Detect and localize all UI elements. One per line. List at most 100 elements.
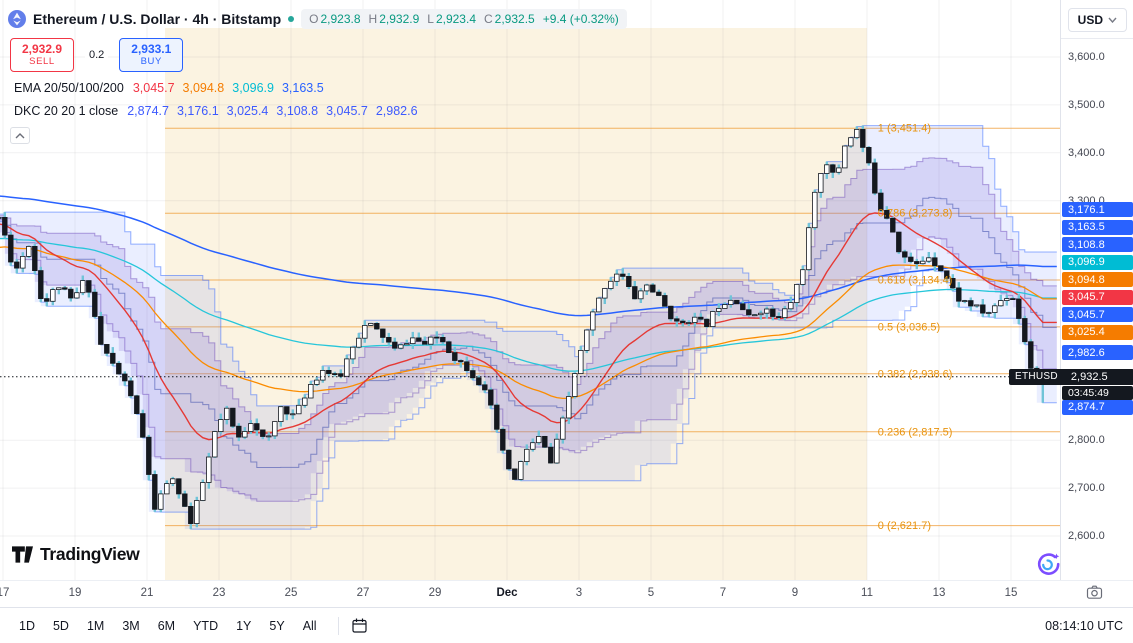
price-label-chip: 3,094.8 — [1062, 272, 1133, 288]
indicator-value: 3,045.7 — [326, 103, 368, 118]
symbol-legend: Ethereum / U.S. Dollar · 4h · Bitstamp O… — [8, 8, 627, 30]
ohlc-c-value: 2,932.5 — [494, 12, 535, 26]
ohlc-h-value: 2,932.9 — [379, 12, 420, 26]
ohlc-h-label: H — [368, 12, 378, 26]
spread-value: 0.2 — [85, 48, 109, 62]
svg-text:0.618 (3,134.4): 0.618 (3,134.4) — [878, 275, 953, 287]
price-label-chip: 3,025.4 — [1062, 324, 1133, 340]
ohlc-o-value: 2,923.8 — [320, 12, 361, 26]
time-tick: Dec — [496, 587, 518, 599]
time-tick: 19 — [68, 587, 82, 599]
indicator-legend-ema[interactable]: EMA 20/50/100/200 3,045.7 3,094.8 3,096.9 3… — [14, 79, 324, 96]
time-tick: 15 — [1004, 587, 1018, 599]
indicator-value: 3,025.4 — [226, 103, 269, 118]
tradingview-mark-icon — [12, 546, 33, 563]
last-price-symbol: ETHUSD — [1015, 371, 1058, 383]
indicator-value: 3,096.9 — [232, 80, 274, 95]
price-axis[interactable]: 3,600.0 3,500.0 3,400.0 3,300.0 2,800.0 2,700… — [1009, 0, 1133, 580]
indicator-values: 2,874.7 3,176.1 3,025.4 3,108.8 3,045.7 2,982… — [127, 104, 417, 118]
currency-selector[interactable]: USD — [1067, 8, 1127, 32]
indicator-value: 3,108.8 — [276, 103, 319, 118]
sell-price: 2,932.9 — [21, 42, 63, 56]
ohlc-change: +9.4 (+0.32%) — [542, 12, 619, 26]
price-label-chip: 2,982.6 — [1062, 345, 1133, 361]
time-axis[interactable]: 17 19 21 23 25 27 29 Dec 3 5 7 9 11 13 15 — [0, 580, 1133, 607]
price-label-chip: 3,108.8 — [1062, 237, 1133, 253]
sell-label: SELL — [29, 56, 55, 67]
indicator-name: DKC 20 20 1 close — [14, 103, 119, 118]
svg-text:0.382 (2,938.6): 0.382 (2,938.6) — [878, 368, 953, 380]
camera-icon[interactable] — [1086, 585, 1103, 605]
time-tick: 17 — [0, 587, 10, 599]
time-tick: 9 — [791, 587, 799, 599]
range-3m[interactable]: 3M — [113, 614, 148, 638]
last-price-value: 2,932.5 — [1070, 370, 1108, 383]
bottom-toolbar: 1D 5D 1M 3M 6M YTD 1Y 5Y All 08:14:10 UTC — [0, 607, 1133, 643]
time-tick: 23 — [212, 587, 226, 599]
session-clock[interactable]: 08:14:10 UTC — [1045, 618, 1123, 633]
ohlc-l-value: 2,923.4 — [435, 12, 476, 26]
time-tick: 29 — [428, 587, 442, 599]
buy-label: BUY — [140, 56, 162, 67]
range-5y[interactable]: 5Y — [260, 614, 293, 638]
ohlc-c-label: C — [484, 12, 493, 26]
price-tick: 2,800.0 — [1068, 434, 1105, 447]
market-open-dot — [288, 16, 295, 22]
indicator-value: 2,982.6 — [375, 103, 418, 118]
indicator-value: 2,874.7 — [127, 103, 169, 118]
price-label-chip: 3,045.7 — [1062, 307, 1133, 323]
buy-button[interactable]: 2,933.1 BUY — [119, 38, 184, 72]
bar-close-countdown: 03:45:49 — [1062, 385, 1133, 400]
range-ytd[interactable]: YTD — [184, 614, 227, 638]
range-buttons: 1D 5D 1M 3M 6M YTD 1Y 5Y All — [10, 614, 368, 638]
range-6m[interactable]: 6M — [149, 614, 184, 638]
price-label-chip: 3,176.1 — [1062, 202, 1133, 218]
range-5d[interactable]: 5D — [44, 614, 78, 638]
price-label-chip: 2,874.7 — [1062, 399, 1133, 415]
indicator-value: 3,163.5 — [281, 80, 324, 95]
last-price-chip: ETHUSD 2,932.5 — [1009, 368, 1133, 385]
svg-text:0 (2,621.7): 0 (2,621.7) — [878, 520, 931, 532]
range-1m[interactable]: 1M — [78, 614, 113, 638]
axis-separator — [1061, 38, 1133, 39]
indicator-value: 3,176.1 — [176, 103, 219, 118]
buy-price: 2,933.1 — [131, 42, 172, 56]
time-tick: 21 — [140, 587, 154, 599]
chevron-up-icon — [15, 132, 25, 139]
indicator-legend-dkc[interactable]: DKC 20 20 1 close 2,874.7 3,176.1 3,025.4 3… — [14, 102, 418, 119]
time-tick: 11 — [861, 587, 873, 599]
svg-text:1 (3,451.4): 1 (3,451.4) — [878, 123, 931, 135]
price-label-chip: 3,096.9 — [1062, 254, 1133, 270]
indicator-name: EMA 20/50/100/200 — [14, 80, 124, 95]
svg-text:0.236 (2,817.5): 0.236 (2,817.5) — [878, 426, 953, 438]
price-tick: 2,700.0 — [1068, 482, 1105, 495]
ohlc-o-label: O — [309, 12, 319, 26]
price-tick: 2,600.0 — [1068, 530, 1105, 542]
indicator-value: 3,045.7 — [132, 80, 175, 95]
range-1y[interactable]: 1Y — [227, 614, 260, 638]
price-tick: 3,400.0 — [1068, 146, 1105, 159]
svg-text:0.5 (3,036.5): 0.5 (3,036.5) — [878, 321, 940, 333]
chevron-down-icon — [1108, 17, 1117, 23]
range-all[interactable]: All — [294, 614, 326, 638]
time-tick: 25 — [284, 587, 298, 599]
collapse-legend-button[interactable] — [10, 127, 30, 144]
price-chart-canvas[interactable]: 1 (3,451.4) 0.786 (3,273.8) 0.618 (3,134.4… — [0, 0, 1060, 580]
time-tick: 3 — [575, 587, 583, 599]
trade-widget: 2,932.9 SELL 0.2 2,933.1 BUY — [10, 38, 184, 72]
indicator-value: 3,094.8 — [182, 80, 225, 95]
time-tick: 7 — [719, 587, 727, 599]
time-tick: 13 — [932, 587, 946, 599]
boost-swirl-icon[interactable] — [1034, 551, 1061, 583]
sell-button[interactable]: 2,932.9 SELL — [10, 38, 74, 72]
go-to-date-icon[interactable] — [351, 617, 368, 634]
symbol-title[interactable]: Ethereum / U.S. Dollar · 4h · Bitstamp — [33, 11, 282, 27]
indicator-values: 3,045.7 3,094.8 3,096.9 3,163.5 — [133, 81, 324, 95]
tradingview-logo[interactable]: TradingView — [12, 544, 140, 565]
range-1d[interactable]: 1D — [10, 614, 44, 638]
svg-text:0.786 (3,273.8): 0.786 (3,273.8) — [878, 208, 953, 220]
time-tick: 27 — [356, 587, 370, 599]
price-label-chip: 3,163.5 — [1062, 219, 1133, 235]
ohlc-l-label: L — [427, 12, 434, 26]
